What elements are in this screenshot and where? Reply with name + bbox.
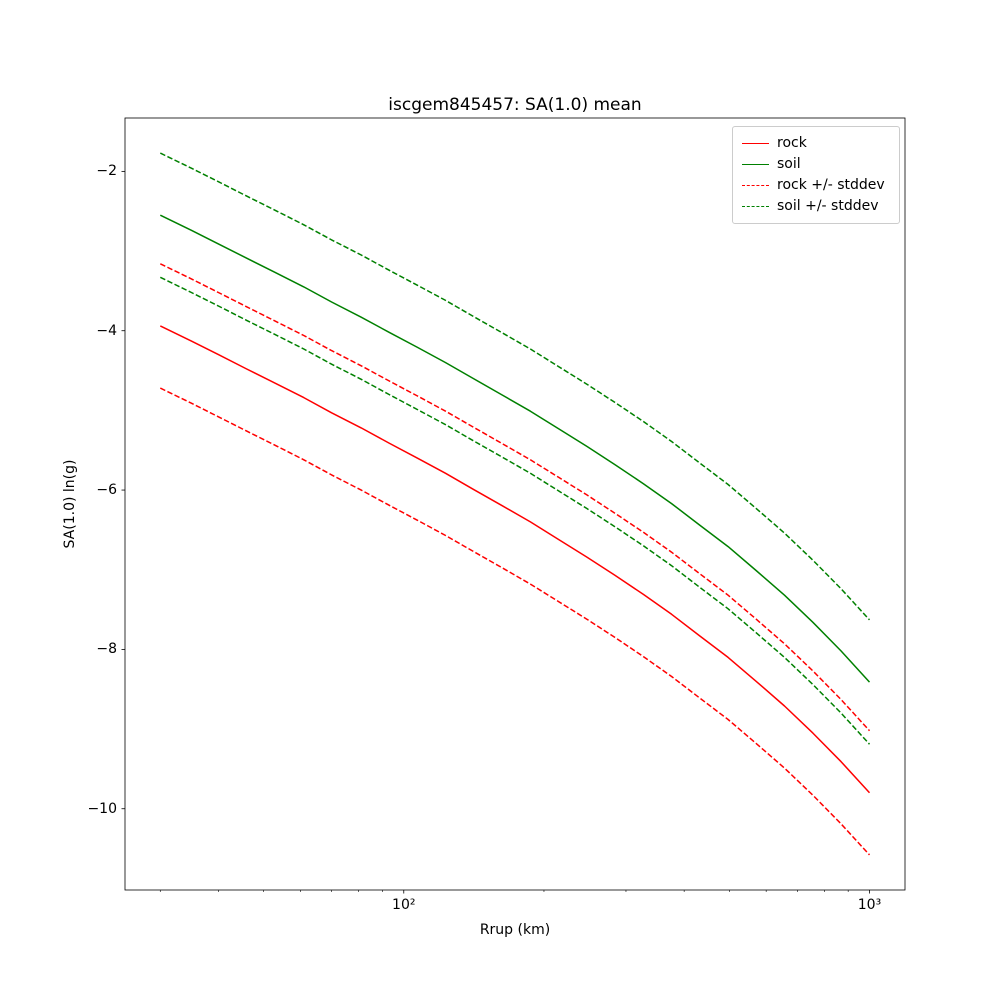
x-axis-label: Rrup (km) (479, 922, 551, 938)
legend-item-rock: rock (742, 133, 890, 154)
series-upper-3 (159, 152, 871, 621)
axes-frame (124, 117, 906, 891)
legend-item-rock-stddev: rock +/- stddev (742, 175, 890, 196)
legend-label-rock-stddev: rock +/- stddev (777, 177, 885, 193)
y-tick-label: −2 (96, 163, 117, 180)
y-axis-label: SA(1.0) ln(g) (62, 459, 78, 549)
legend-line-sample-rock (742, 143, 769, 144)
x-tick-label: 10² (392, 897, 416, 913)
y-tick-label: −10 (87, 800, 117, 817)
legend: rock soil rock +/- stddev soil +/- stdde… (732, 126, 900, 224)
series-lower-3 (159, 276, 871, 745)
legend-label-soil: soil (777, 156, 801, 172)
y-tick-label: −6 (96, 482, 117, 499)
series-lower-2 (159, 387, 871, 856)
series-line-1 (159, 214, 871, 683)
legend-line-sample-soil-stddev (742, 206, 769, 207)
series-line-0 (159, 325, 871, 794)
x-tick-label: 10³ (857, 897, 882, 913)
chart-title: iscgem845457: SA(1.0) mean (388, 95, 642, 115)
y-tick-label: −4 (96, 322, 117, 339)
legend-line-sample-soil (742, 164, 769, 165)
legend-item-soil-stddev: soil +/- stddev (742, 196, 890, 217)
legend-label-soil-stddev: soil +/- stddev (777, 198, 879, 214)
legend-line-sample-rock-stddev (742, 185, 769, 186)
legend-label-rock: rock (777, 135, 807, 151)
legend-item-soil: soil (742, 154, 890, 175)
series-upper-2 (159, 263, 871, 732)
y-tick-label: −8 (96, 641, 117, 658)
